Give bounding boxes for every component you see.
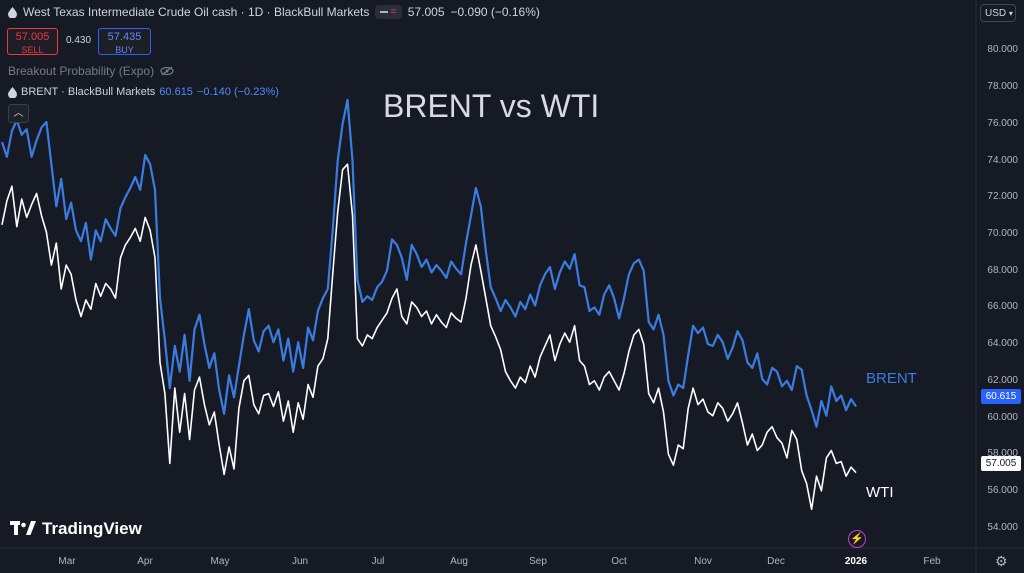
month-label: Mar [58, 556, 76, 567]
sell-price: 57.005 [15, 31, 50, 43]
brent-price-tag: 60.615 [981, 389, 1021, 404]
price-tick-label: 74.000 [987, 154, 1018, 166]
equals-icon: = [390, 6, 397, 18]
month-label: May [210, 556, 230, 567]
indicator-name: Breakout Probability (Expo) [8, 64, 155, 78]
gear-icon[interactable]: ⚙ [995, 553, 1008, 569]
chevron-down-icon: ▾ [1008, 9, 1013, 18]
month-label: Nov [694, 556, 712, 567]
currency-selector[interactable]: USD ▾ [980, 4, 1016, 22]
price-tick-label: 58.000 [987, 448, 1018, 460]
logo-text: TradingView [42, 519, 142, 538]
month-label: Sep [529, 556, 547, 567]
dash-icon [380, 11, 389, 13]
wti-price-tag: 57.005 [981, 456, 1021, 471]
month-label: Apr [137, 556, 153, 567]
instrument-title: West Texas Intermediate Crude Oil cash ·… [23, 5, 370, 19]
chart-title: BRENT vs WTI [383, 88, 600, 124]
price-tick-label: 72.000 [987, 191, 1018, 203]
price-tick-label: 68.000 [987, 264, 1018, 276]
eye-off-icon[interactable] [160, 66, 174, 76]
price-tick-label: 76.000 [987, 117, 1018, 129]
buy-price: 57.435 [107, 31, 142, 43]
overlay-value: 60.615 [159, 86, 193, 98]
oil-drop-icon [8, 6, 17, 18]
spread-value: 0.430 [66, 35, 92, 46]
buy-button[interactable]: 57.435 BUY [98, 28, 151, 55]
chevron-up-icon[interactable]: ︿ [8, 104, 29, 123]
indicator-row[interactable]: Breakout Probability (Expo) [8, 64, 174, 78]
overlay-change: −0.140 (−0.23%) [196, 86, 279, 98]
price-tick-label: 66.000 [987, 301, 1018, 313]
month-label: Dec [767, 556, 785, 567]
month-label: 2026 [844, 556, 868, 567]
series-line-wti[interactable] [1, 163, 857, 511]
series-line-brent[interactable] [0, 98, 857, 428]
month-label: Jul [371, 556, 385, 567]
sell-label: SELL [21, 45, 44, 55]
price-tick-label: 56.000 [987, 484, 1018, 496]
price-tick-label: 54.000 [987, 521, 1018, 533]
sell-button[interactable]: 57.005 SELL [7, 28, 58, 55]
month-label: Feb [923, 556, 941, 567]
month-label: Oct [611, 556, 627, 567]
tradingview-logo-icon [10, 521, 36, 535]
price-tick-label: 64.000 [987, 338, 1018, 350]
price-tick-label: 78.000 [987, 81, 1018, 93]
month-label: Aug [450, 556, 468, 567]
last-price: 57.005 [407, 5, 445, 19]
buy-label: BUY [115, 45, 134, 55]
symbol-header[interactable]: West Texas Intermediate Crude Oil cash ·… [8, 5, 540, 19]
overlay-name: BRENT · BlackBull Markets [21, 86, 156, 98]
price-change: −0.090 (−0.16%) [450, 5, 540, 19]
series-label-wti: WTI [866, 484, 894, 501]
price-tick-label: 70.000 [987, 227, 1018, 239]
tradingview-logo[interactable]: TradingView [10, 519, 142, 539]
month-label: Jun [291, 556, 309, 567]
chart-type-toggle[interactable]: = [375, 5, 402, 19]
currency-label: USD [985, 8, 1007, 19]
bolt-icon[interactable]: ⚡ [848, 530, 866, 548]
price-tick-label: 62.000 [987, 374, 1018, 386]
overlay-legend[interactable]: BRENT · BlackBull Markets 60.615 −0.140 … [8, 86, 279, 98]
oil-drop-icon [8, 86, 17, 98]
price-tick-label: 60.000 [987, 411, 1018, 423]
price-tick-label: 80.000 [987, 44, 1018, 56]
series-label-brent: BRENT [866, 370, 917, 387]
